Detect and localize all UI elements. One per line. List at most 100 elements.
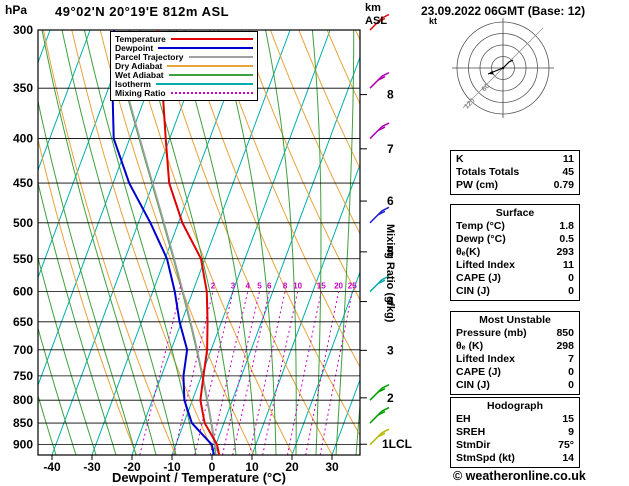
legend-item: Temperature — [115, 34, 253, 44]
row-value: 850 — [556, 327, 574, 339]
hodograph: 60 120 kt — [429, 16, 554, 118]
hodograph-wind-trace — [502, 59, 514, 69]
svg-text:5: 5 — [257, 282, 262, 291]
row-value: 0.79 — [553, 179, 574, 191]
row-label: CAPE (J) — [456, 272, 501, 284]
svg-text:450: 450 — [13, 176, 33, 190]
svg-text:10: 10 — [245, 460, 259, 474]
svg-text:20: 20 — [334, 282, 343, 291]
table-header: Most Unstable — [479, 314, 551, 326]
wind-barb — [369, 72, 390, 89]
row-value: 14 — [562, 452, 574, 464]
legend-item-label: Dry Adiabat — [115, 60, 163, 71]
svg-text:15: 15 — [317, 282, 326, 291]
x-axis-title: Dewpoint / Temperature (°C) — [112, 470, 286, 485]
table-row: CIN (J) 0 — [451, 285, 579, 298]
legend: Temperature Dewpoint Parcel Trajectory Dry … — [110, 31, 258, 101]
surface-table: Surface Temp (°C) 1.8 Dewp (°C) 0.5 θₑ(K) 293 L… — [450, 204, 580, 301]
wind-barb — [369, 122, 390, 140]
svg-text:20: 20 — [285, 460, 299, 474]
table-header: Surface — [495, 207, 535, 219]
legend-item-swatch — [167, 64, 253, 67]
row-label: CAPE (J) — [456, 366, 501, 378]
lcl-label: 1LCL — [382, 437, 412, 451]
dewpoint-curve — [111, 30, 215, 455]
table-row: StmDir 75° — [451, 439, 579, 452]
legend-item-swatch — [170, 91, 253, 94]
table-row: CIN (J) 0 — [451, 379, 579, 392]
legend-item: Dry Adiabat — [115, 60, 253, 71]
legend-item-label: Wet Adiabat — [115, 69, 164, 80]
temperature-axis-labels: -40 -30 -20 -10 0 10 20 30 — [43, 455, 339, 474]
table-row: EH 15 — [451, 413, 579, 426]
wind-barb — [369, 206, 390, 224]
svg-text:8: 8 — [387, 88, 394, 102]
station-title: 49°02'N 20°19'E 812m ASL — [55, 4, 230, 19]
legend-item-swatch — [168, 73, 253, 76]
row-label: PW (cm) — [456, 179, 498, 191]
table-row: Temp (°C) 1.8 — [451, 220, 579, 233]
svg-text:3: 3 — [231, 282, 236, 291]
parcel-trajectory-curve — [111, 36, 220, 455]
svg-text:750: 750 — [13, 369, 33, 383]
wind-barb — [369, 275, 390, 293]
svg-text:900: 900 — [13, 438, 33, 452]
run-datetime: 23.09.2022 06GMT (Base: 12) — [421, 4, 586, 18]
legend-item: Parcel Trajectory — [115, 51, 253, 62]
row-value: 293 — [556, 246, 574, 258]
row-label: θₑ(K) — [456, 246, 481, 258]
row-label: Dewp (°C) — [456, 233, 506, 245]
svg-text:6: 6 — [267, 282, 272, 291]
legend-item-swatch — [188, 55, 253, 58]
row-value: 0.5 — [559, 233, 574, 245]
svg-text:6: 6 — [387, 194, 394, 208]
svg-text:850: 850 — [13, 416, 33, 430]
mixing-ratio-lines — [139, 291, 353, 455]
svg-text:5: 5 — [387, 245, 394, 259]
row-label: Lifted Index — [456, 259, 515, 271]
svg-text:350: 350 — [13, 81, 33, 95]
svg-text:8: 8 — [283, 282, 288, 291]
table-row: SREH 9 — [451, 426, 579, 439]
table-row: Totals Totals 45 — [451, 166, 579, 179]
legend-item: Isotherm — [115, 78, 253, 89]
mixing-ratio-axis-title: Mixing Ratio (g/kg) — [384, 224, 396, 323]
row-label: Pressure (mb) — [456, 327, 527, 339]
legend-item-label: Parcel Trajectory — [115, 51, 184, 62]
temperature-curve — [157, 30, 221, 455]
row-value: 1.8 — [559, 220, 574, 232]
row-label: Temp (°C) — [456, 220, 505, 232]
legend-item-label: Isotherm — [115, 78, 151, 89]
copyright: © weatheronline.co.uk — [453, 469, 586, 483]
pressure-axis-unit: hPa — [5, 3, 28, 17]
altitude-unit-km: km — [365, 2, 381, 14]
svg-text:10: 10 — [293, 282, 302, 291]
table-header: Hodograph — [487, 400, 543, 412]
table-row: CAPE (J) 0 — [451, 272, 579, 285]
wind-barb — [369, 406, 390, 424]
row-label: Lifted Index — [456, 353, 515, 365]
row-value: 0 — [568, 285, 574, 297]
table-row: Pressure (mb) 850 — [451, 327, 579, 340]
hodograph-ring-label: 120 — [463, 97, 476, 110]
svg-text:800: 800 — [13, 393, 33, 407]
hodograph-origin — [502, 67, 504, 69]
storm-motion-arrowhead — [488, 70, 494, 75]
table-row: K 11 — [451, 153, 579, 166]
indices-table: K 11 Totals Totals 45 PW (cm) 0.79 — [450, 150, 580, 195]
hodograph-unit-label: kt — [429, 16, 437, 26]
row-value: 11 — [562, 259, 574, 271]
svg-text:4: 4 — [246, 282, 251, 291]
legend-item-swatch — [158, 46, 253, 49]
row-label: SREH — [456, 426, 486, 438]
row-value: 0 — [568, 272, 574, 284]
row-label: Totals Totals — [456, 166, 520, 178]
table-row: PW (cm) 0.79 — [451, 179, 579, 192]
svg-text:0: 0 — [209, 460, 216, 474]
altitude-unit-asl: ASL — [365, 14, 387, 27]
pressure-axis-labels: 300 350 400 450 500 550 600 650 700 750 800 850 900 — [13, 23, 33, 452]
svg-text:-40: -40 — [43, 460, 61, 474]
row-label: CIN (J) — [456, 379, 490, 391]
svg-text:600: 600 — [13, 285, 33, 299]
